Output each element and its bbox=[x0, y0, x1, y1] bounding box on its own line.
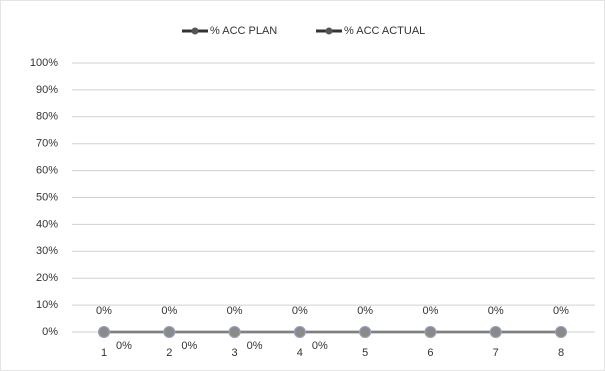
data-label: 0% bbox=[488, 305, 504, 317]
y-tick-label: 100% bbox=[30, 57, 58, 69]
x-tick-label: 5 bbox=[362, 347, 368, 359]
legend-label: % ACC ACTUAL bbox=[344, 25, 425, 37]
data-label: 0% bbox=[292, 305, 308, 317]
data-label: 0% bbox=[312, 340, 328, 352]
y-tick-label: 60% bbox=[36, 165, 58, 177]
y-tick-label: 50% bbox=[36, 191, 58, 203]
y-tick-label: 70% bbox=[36, 138, 58, 150]
data-label: 0% bbox=[553, 305, 569, 317]
data-label: 0% bbox=[116, 340, 132, 352]
data-point bbox=[293, 326, 306, 338]
data-label: 0% bbox=[227, 305, 243, 317]
x-tick-label: 1 bbox=[101, 347, 107, 359]
legend-marker bbox=[325, 27, 333, 35]
x-tick-label: 6 bbox=[427, 347, 433, 359]
data-label: 0% bbox=[357, 305, 373, 317]
y-tick-label: 90% bbox=[36, 84, 58, 96]
data-point bbox=[489, 326, 502, 338]
y-tick-label: 0% bbox=[42, 326, 58, 338]
y-tick-label: 20% bbox=[36, 272, 58, 284]
data-point bbox=[98, 326, 110, 338]
data-label: 0% bbox=[96, 305, 112, 317]
data-label: 0% bbox=[161, 305, 177, 317]
data-point bbox=[163, 326, 176, 338]
x-tick-label: 2 bbox=[166, 347, 172, 359]
data-label: 0% bbox=[247, 340, 263, 352]
x-tick-label: 7 bbox=[493, 347, 499, 359]
y-tick-label: 30% bbox=[36, 245, 58, 257]
y-tick-label: 40% bbox=[36, 218, 58, 230]
x-tick-label: 8 bbox=[558, 347, 564, 359]
x-tick-label: 3 bbox=[232, 347, 238, 359]
legend-marker bbox=[191, 27, 199, 35]
data-label: 0% bbox=[181, 340, 197, 352]
data-label: 0% bbox=[422, 305, 438, 317]
data-point bbox=[424, 326, 437, 338]
legend-label: % ACC PLAN bbox=[210, 25, 277, 37]
data-point bbox=[359, 326, 372, 338]
y-tick-label: 10% bbox=[36, 299, 58, 311]
x-tick-label: 4 bbox=[297, 347, 303, 359]
data-point bbox=[228, 326, 241, 338]
data-point bbox=[555, 326, 567, 338]
y-tick-label: 80% bbox=[36, 111, 58, 123]
